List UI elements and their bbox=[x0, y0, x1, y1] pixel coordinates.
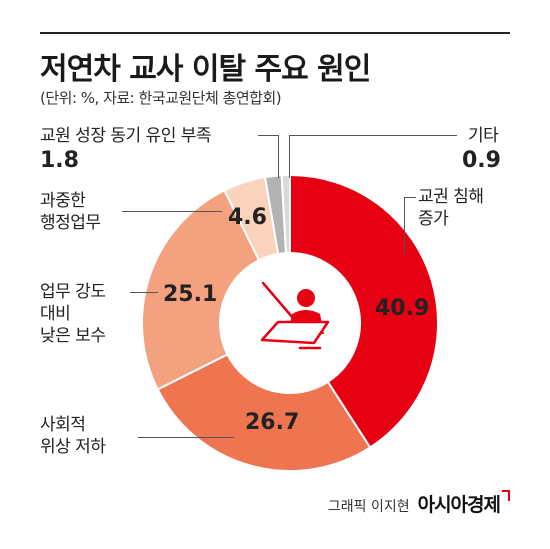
value-label-admin: 4.6 bbox=[228, 205, 267, 230]
leader-line-growth bbox=[258, 135, 278, 136]
leader-line-admin bbox=[122, 211, 222, 212]
value-label-workload: 25.1 bbox=[163, 282, 218, 307]
brand-logo: 아시아경제 bbox=[417, 494, 501, 516]
value-label-violation: 40.9 bbox=[375, 296, 430, 321]
value-label-other: 0.9 bbox=[462, 148, 501, 173]
leader-line-growth-v bbox=[278, 135, 279, 178]
teacher-at-desk-icon bbox=[260, 281, 330, 350]
leader-line-violation bbox=[404, 197, 416, 198]
top-rule bbox=[40, 32, 510, 34]
category-label-violation: 교권 침해 증가 bbox=[418, 187, 484, 229]
leader-line-status bbox=[138, 437, 234, 438]
leader-line-workload bbox=[130, 292, 158, 293]
category-label-status: 사회적 위상 저하 bbox=[40, 415, 106, 457]
credit: 그래픽 이지현 아시아경제 bbox=[328, 490, 510, 517]
chart-title: 저연차 교사 이탈 주요 원인 bbox=[40, 52, 371, 87]
leader-line-violation-v bbox=[404, 197, 405, 255]
chart-subtitle: (단위: %, 자료: 한국교원단체 총연합회) bbox=[40, 89, 282, 107]
category-label-workload: 업무 강도 대비 낮은 보수 bbox=[40, 282, 106, 346]
category-label-growth: 교원 성장 동기 유인 부족 bbox=[40, 126, 212, 146]
leader-line-other bbox=[289, 135, 457, 136]
credit-text: 그래픽 이지현 bbox=[327, 499, 410, 515]
category-label-other: 기타 bbox=[468, 126, 499, 146]
value-label-status: 26.7 bbox=[245, 410, 300, 435]
brand-mark-icon bbox=[502, 490, 510, 501]
category-label-admin: 과중한 행정업무 bbox=[40, 191, 101, 233]
value-label-growth: 1.8 bbox=[40, 148, 79, 173]
leader-line-other-v bbox=[289, 135, 290, 178]
